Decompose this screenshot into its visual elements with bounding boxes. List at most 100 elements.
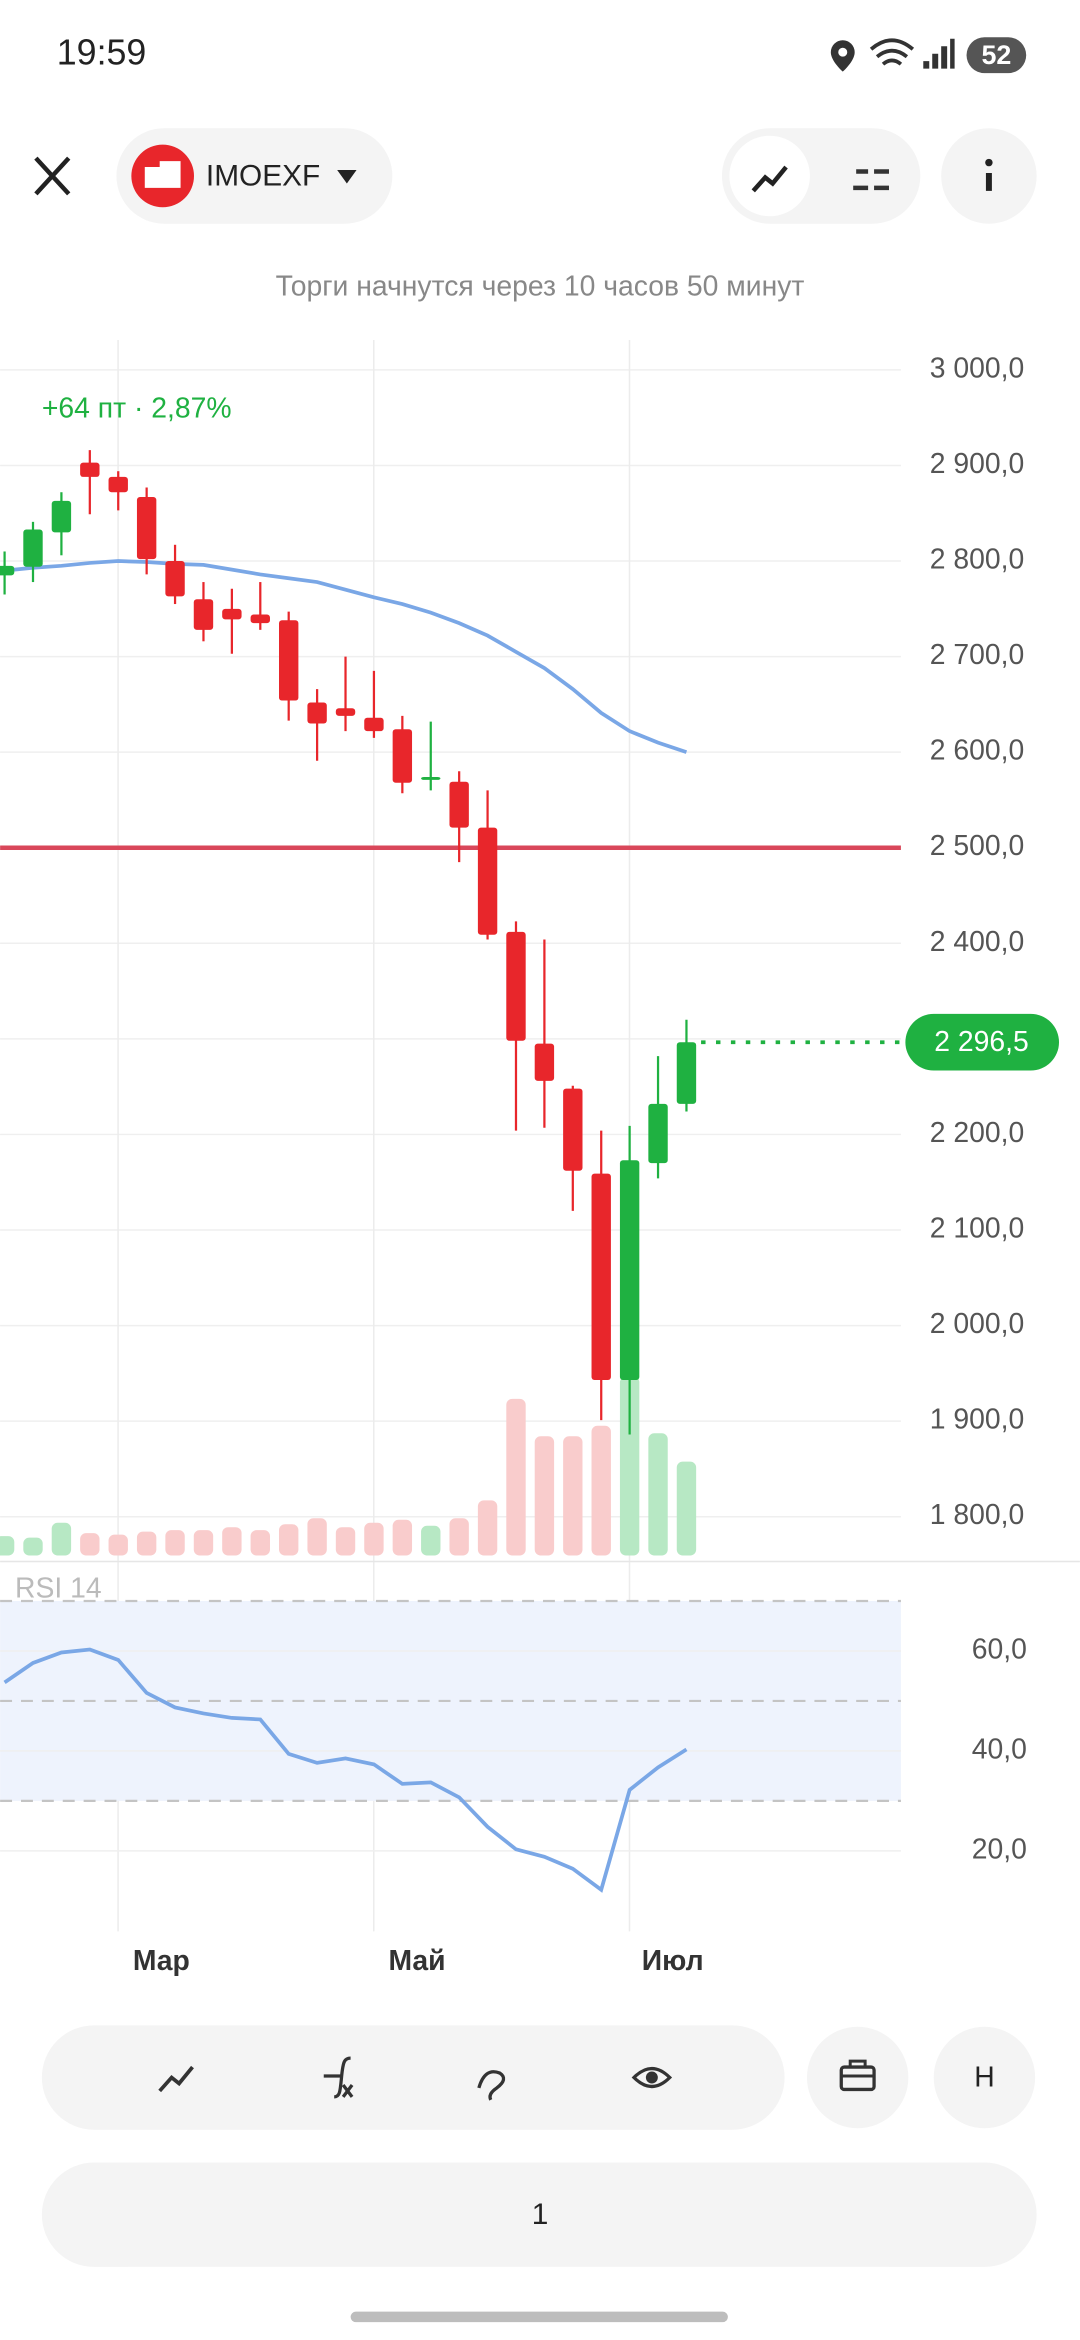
candle-body (619, 1160, 640, 1381)
y-tick-label: 2 800,0 (930, 544, 1025, 576)
volume-bar (307, 1518, 327, 1556)
volume-bar (449, 1518, 469, 1556)
rsi-chart: 20,0 40,0 60,0 RSI 14 (0, 1572, 1027, 1893)
dropdown-arrow (337, 170, 357, 184)
candle-body (449, 781, 469, 828)
moving-average (4, 559, 688, 754)
y-tick-label: 2 200,0 (930, 1117, 1025, 1149)
tools-bar (41, 2025, 785, 2130)
trading-notice: Торги начнутся через 10 часов 50 минут (276, 270, 805, 302)
mode-button[interactable] (933, 2026, 1036, 2129)
volume-bar (534, 1436, 555, 1556)
battery (966, 37, 1027, 74)
candle-body (676, 1042, 697, 1104)
y-tick-label: 20,0 (972, 1833, 1027, 1865)
y-tick-label: 2 700,0 (930, 639, 1025, 671)
y-tick-label: 2 100,0 (930, 1212, 1025, 1244)
candle-body (563, 1088, 583, 1171)
x-tick-label: Мар (133, 1945, 190, 1977)
volume-bar (477, 1500, 498, 1556)
volume-bar (0, 1536, 15, 1556)
visibility-tool[interactable] (631, 2066, 673, 2089)
candle-body (51, 500, 72, 533)
y-tick-label: 1 900,0 (930, 1404, 1025, 1436)
quantity-value: 1 (532, 2198, 549, 2231)
ticker-name: IMOEXF (206, 159, 320, 192)
price-chart: 1 800,01 900,02 000,02 100,02 200,02 300… (0, 340, 1060, 1977)
candle-body (392, 729, 413, 783)
volume-bar (563, 1436, 583, 1556)
location-dot (838, 47, 848, 57)
candle-mode-button[interactable] (853, 169, 889, 191)
volume-bar (506, 1398, 526, 1556)
volume-bar (364, 1522, 384, 1556)
volume-bar (648, 1433, 668, 1556)
drawing-tool[interactable] (477, 2070, 506, 2101)
last-price-label: 2 296,5 (934, 1026, 1029, 1058)
y-tick-label: 2 000,0 (930, 1308, 1025, 1340)
change-annotation: +64 пт · 2,87% (42, 393, 232, 425)
volume-bar (250, 1530, 270, 1556)
line-mode-button[interactable] (729, 135, 810, 217)
gesture-bar (350, 2311, 728, 2323)
y-tick-label: 40,0 (972, 1733, 1027, 1765)
candle-body (23, 529, 43, 567)
y-tick-label: 2 500,0 (930, 830, 1025, 862)
volume-bar (392, 1519, 413, 1556)
volume-bar (23, 1537, 43, 1556)
chart-type-tool[interactable] (158, 2065, 194, 2093)
volume-bar (619, 1376, 640, 1556)
portfolio-icon (839, 2065, 876, 2092)
status-time: 19:59 (57, 33, 147, 73)
candle-body (222, 608, 242, 620)
volume-bar (193, 1530, 214, 1556)
last-price-badge (905, 1013, 1060, 1071)
candle-body (648, 1103, 668, 1164)
mode-label: Н (974, 2061, 994, 2093)
indicators-tool[interactable] (323, 2056, 354, 2099)
candle-body (279, 620, 299, 701)
ticker-selector[interactable] (116, 128, 393, 224)
volume-bar (591, 1425, 611, 1556)
volume-bar (222, 1527, 242, 1556)
quantity-field[interactable] (41, 2162, 1037, 2267)
candle-body (591, 1173, 611, 1381)
candle-body (193, 599, 214, 630)
visibility-tool-pupil (645, 2071, 658, 2084)
info-icon-dot (985, 158, 993, 167)
candle-body (534, 1043, 555, 1081)
candle-body (250, 614, 270, 624)
volume-bar (108, 1534, 128, 1556)
candle-body (335, 708, 356, 716)
candle-body (0, 565, 15, 576)
candle-body (364, 717, 384, 732)
volume-bar (335, 1527, 356, 1556)
y-tick-label: 1 800,0 (930, 1499, 1025, 1531)
candle-body (80, 462, 100, 477)
volume-bar (80, 1533, 100, 1556)
y-tick-label: 2 400,0 (930, 926, 1025, 958)
volume-bar (421, 1525, 441, 1556)
volume-bar (51, 1522, 72, 1556)
candle-body (108, 476, 128, 493)
y-tick-label: 3 000,0 (930, 352, 1025, 384)
y-tick-label: 2 600,0 (930, 735, 1025, 767)
close-button[interactable] (34, 156, 71, 196)
candle-body (506, 931, 526, 1041)
ticker-logo-flag (144, 161, 181, 188)
volume-bar (279, 1524, 299, 1556)
volume-bar (676, 1461, 697, 1556)
volume-bar (136, 1531, 157, 1556)
volume-bar (165, 1530, 185, 1556)
battery-level: 52 (981, 40, 1011, 70)
candle-body (165, 561, 185, 597)
y-tick-label: 2 900,0 (930, 448, 1025, 480)
signal-icon (923, 38, 955, 69)
wifi-icon (869, 38, 915, 66)
y-tick-label: 60,0 (972, 1633, 1027, 1665)
candle-body (136, 497, 157, 560)
x-tick-label: Май (388, 1945, 445, 1977)
portfolio-icon-handle (841, 2059, 875, 2078)
